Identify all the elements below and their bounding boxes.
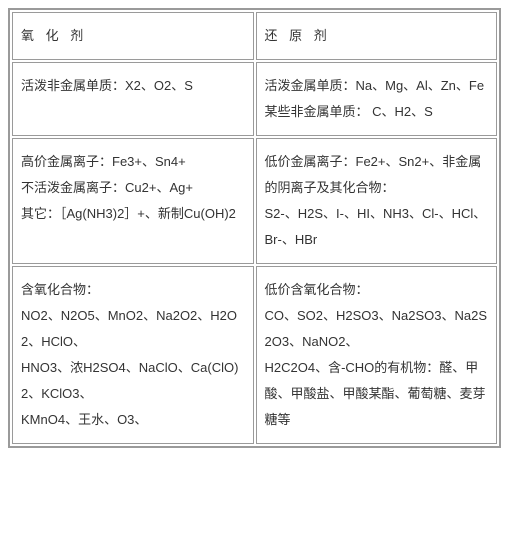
text-line: NO2、N2O5、MnO2、Na2O2、H2O2、HClO、 — [21, 303, 245, 355]
table-row: 含氧化合物： NO2、N2O5、MnO2、Na2O2、H2O2、HClO、 HN… — [12, 266, 497, 444]
text-line: 其它：［Ag(NH3)2］+、新制Cu(OH)2 — [21, 201, 245, 227]
header-reducer: 还 原 剂 — [256, 12, 498, 60]
text-line: 低价金属离子：Fe2+、Sn2+、非金属的阴离子及其化合物： — [265, 149, 489, 201]
text-line: 某些非金属单质： C、H2、S — [265, 99, 489, 125]
text-line: S2-、H2S、I-、HI、NH3、Cl-、HCl、Br-、HBr — [265, 201, 489, 253]
text-line: KMnO4、王水、O3、 — [21, 407, 245, 433]
text-line: 不活泼金属离子：Cu2+、Ag+ — [21, 175, 245, 201]
cell-reducer-2: 低价金属离子：Fe2+、Sn2+、非金属的阴离子及其化合物： S2-、H2S、I… — [256, 138, 498, 264]
cell-reducer-3: 低价含氧化合物： CO、SO2、H2SO3、Na2SO3、Na2S2O3、NaN… — [256, 266, 498, 444]
table-row: 高价金属离子：Fe3+、Sn4+ 不活泼金属离子：Cu2+、Ag+ 其它：［Ag… — [12, 138, 497, 264]
text-line: 高价金属离子：Fe3+、Sn4+ — [21, 149, 245, 175]
cell-oxidizer-3: 含氧化合物： NO2、N2O5、MnO2、Na2O2、H2O2、HClO、 HN… — [12, 266, 254, 444]
text-line: 活泼金属单质：Na、Mg、Al、Zn、Fe — [265, 73, 489, 99]
text-line: 活泼非金属单质：X2、O2、S — [21, 73, 245, 99]
header-oxidizer: 氧 化 剂 — [12, 12, 254, 60]
chemistry-table: 氧 化 剂 还 原 剂 活泼非金属单质：X2、O2、S 活泼金属单质：Na、Mg… — [8, 8, 501, 448]
text-line: H2C2O4、含-CHO的有机物：醛、甲酸、甲酸盐、甲酸某酯、葡萄糖、麦芽糖等 — [265, 355, 489, 433]
cell-oxidizer-2: 高价金属离子：Fe3+、Sn4+ 不活泼金属离子：Cu2+、Ag+ 其它：［Ag… — [12, 138, 254, 264]
text-line: 低价含氧化合物： — [265, 277, 489, 303]
table-row: 活泼非金属单质：X2、O2、S 活泼金属单质：Na、Mg、Al、Zn、Fe 某些… — [12, 62, 497, 136]
text-line: CO、SO2、H2SO3、Na2SO3、Na2S2O3、NaNO2、 — [265, 303, 489, 355]
text-line: HNO3、浓H2SO4、NaClO、Ca(ClO)2、KClO3、 — [21, 355, 245, 407]
cell-oxidizer-1: 活泼非金属单质：X2、O2、S — [12, 62, 254, 136]
text-line: 含氧化合物： — [21, 277, 245, 303]
table-header-row: 氧 化 剂 还 原 剂 — [12, 12, 497, 60]
cell-reducer-1: 活泼金属单质：Na、Mg、Al、Zn、Fe 某些非金属单质： C、H2、S — [256, 62, 498, 136]
